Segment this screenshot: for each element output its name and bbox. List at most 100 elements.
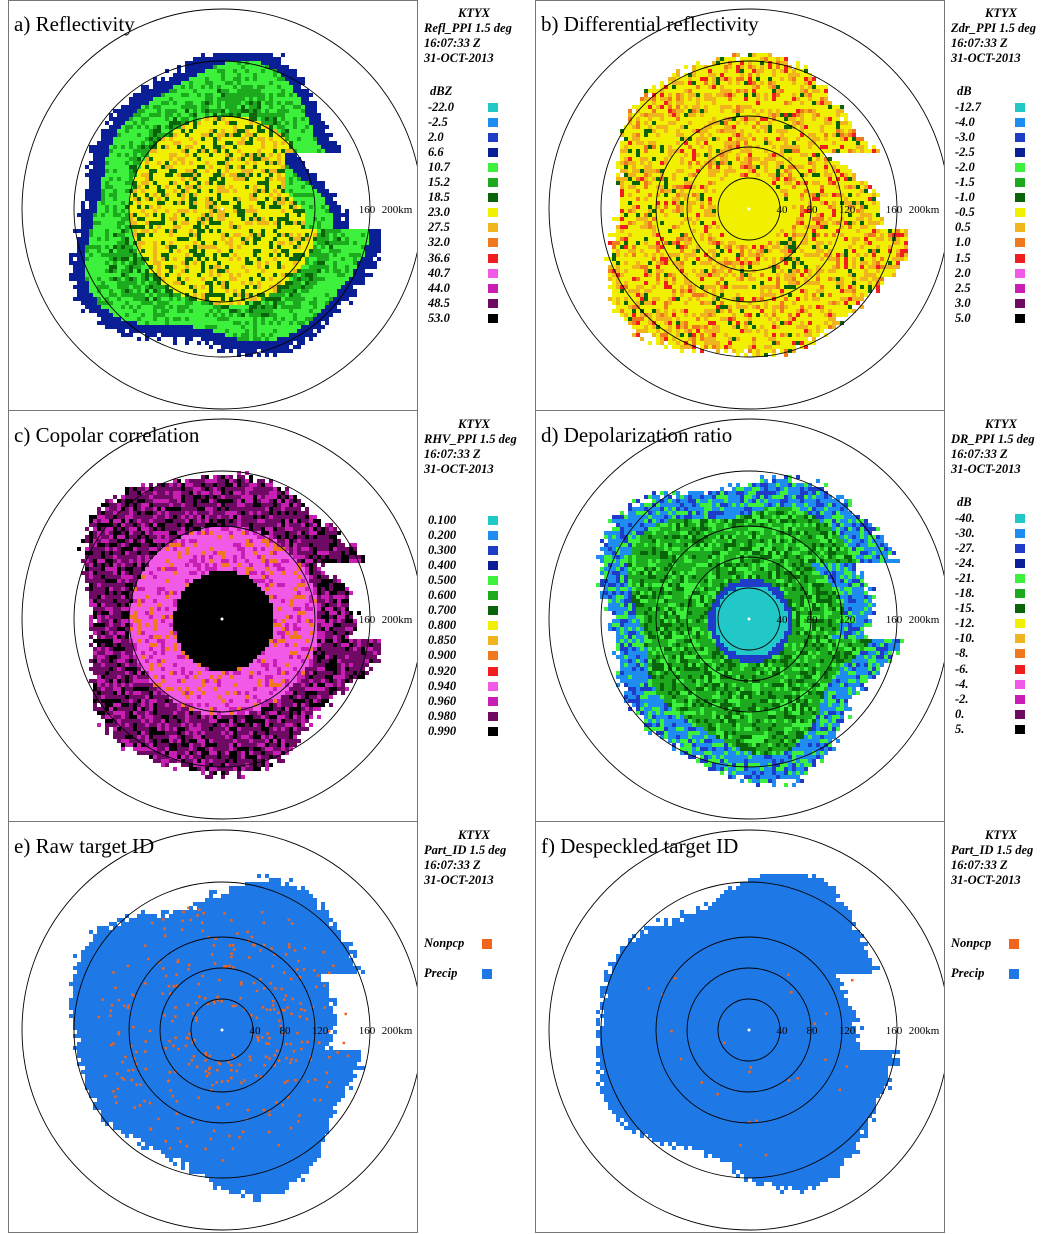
- category-swatch: [1009, 969, 1019, 979]
- legend-row: -8.: [955, 646, 1051, 660]
- range-ring-label: 200km: [382, 1025, 413, 1037]
- legend-row: 0.800: [428, 618, 524, 632]
- radar-site-marker: [747, 207, 751, 211]
- legend-swatch: [488, 208, 498, 218]
- legend-level: 15.2: [428, 175, 480, 190]
- legend-row: 2.0: [428, 130, 524, 144]
- range-ring: [686, 146, 812, 272]
- ppi-plot-frame: 160 200km: [8, 411, 418, 822]
- legend-row: 32.0: [428, 235, 524, 249]
- legend-level: -22.0: [428, 100, 480, 115]
- range-ring-label: 120: [839, 614, 856, 626]
- legend-level: 0.300: [428, 543, 480, 558]
- panel-c: 160 200km c) Copolar correlation KTYX RHV_PP…: [0, 411, 527, 822]
- range-ring-label: 40: [250, 1025, 262, 1037]
- legend-level: -40.: [955, 511, 1007, 526]
- range-ring: [655, 936, 843, 1124]
- legend-level: 0.700: [428, 603, 480, 618]
- legend-swatch: [1015, 283, 1025, 293]
- scan-date: 31-OCT-2013: [951, 51, 1054, 66]
- range-ring: [548, 8, 944, 410]
- legend-swatch: [488, 726, 498, 736]
- legend-level: 1.0: [955, 235, 1007, 250]
- legend-row: -10.: [955, 631, 1051, 645]
- scan-metadata: KTYX Zdr_PPI 1.5 deg 16:07:33 Z 31-OCT-2013: [951, 6, 1054, 66]
- category-legend-row: Nonpcp: [951, 936, 1051, 952]
- legend-swatch: [488, 133, 498, 143]
- category-label: Nonpcp: [951, 936, 991, 951]
- range-ring-label: 80: [807, 614, 819, 626]
- ppi-plot: 160 200km: [21, 418, 417, 820]
- legend-row: -22.0: [428, 100, 524, 114]
- scan-time: 16:07:33 Z: [951, 36, 1054, 51]
- legend-swatch: [488, 223, 498, 233]
- legend-row: -4.0: [955, 115, 1051, 129]
- legend-swatch: [1015, 208, 1025, 218]
- range-ring-label: 120: [839, 204, 856, 216]
- radar-site-marker: [747, 1028, 751, 1032]
- legend-row: 40.7: [428, 266, 524, 280]
- legend-level: 0.500: [428, 573, 480, 588]
- scan-metadata: KTYX Part_ID 1.5 deg 16:07:33 Z 31-OCT-2013: [951, 828, 1054, 888]
- range-ring: [600, 881, 898, 1179]
- echo-field: [596, 475, 904, 787]
- legend-row: 0.600: [428, 588, 524, 602]
- legend-swatch: [488, 711, 498, 721]
- range-ring: [21, 8, 417, 410]
- ppi-plot-frame: 40 80 120 160 200km: [535, 822, 945, 1233]
- legend-swatch: [1015, 223, 1025, 233]
- nonprecip-speckles: [647, 973, 854, 1157]
- legend-row: 1.5: [955, 251, 1051, 265]
- legend-level: 0.850: [428, 633, 480, 648]
- legend-row: 0.850: [428, 633, 524, 647]
- nonprecip-speckles: [97, 906, 350, 1162]
- scan-metadata: KTYX Part_ID 1.5 deg 16:07:33 Z 31-OCT-2013: [424, 828, 528, 888]
- legend-level: 36.6: [428, 251, 480, 266]
- panel-title: a) Reflectivity: [14, 12, 135, 37]
- legend-level: 2.5: [955, 281, 1007, 296]
- scan-date: 31-OCT-2013: [424, 51, 528, 66]
- category-legend-row: Precip: [424, 966, 524, 982]
- range-ring-label: 160: [886, 1025, 903, 1037]
- legend-row: 0.400: [428, 558, 524, 572]
- range-ring-label: 200km: [909, 614, 940, 626]
- legend-level: 44.0: [428, 281, 480, 296]
- legend-swatch: [1015, 103, 1025, 112]
- legend-unit: dB: [957, 495, 972, 510]
- legend-level: 0.200: [428, 528, 480, 543]
- range-ring: [73, 470, 371, 768]
- range-ring: [128, 115, 316, 303]
- legend-swatch: [1015, 148, 1025, 158]
- legend-level: 0.990: [428, 724, 480, 739]
- product-name: Zdr_PPI 1.5 deg: [951, 21, 1054, 36]
- legend-row: -0.5: [955, 205, 1051, 219]
- station-id: KTYX: [424, 417, 528, 432]
- legend-level: -3.0: [955, 130, 1007, 145]
- category-legend-row: Nonpcp: [424, 936, 524, 952]
- legend-row: -4.: [955, 677, 1051, 691]
- panel-f: 40 80 120 160 200km f) Despeckled target ID KT…: [527, 822, 1054, 1233]
- legend-level: 5.: [955, 722, 1007, 737]
- legend-row: -24.: [955, 556, 1051, 570]
- legend-row: 0.900: [428, 648, 524, 662]
- range-ring: [21, 418, 417, 820]
- legend-level: 18.5: [428, 190, 480, 205]
- range-ring: [548, 829, 944, 1231]
- scan-time: 16:07:33 Z: [951, 858, 1054, 873]
- range-ring-label: 120: [839, 1025, 856, 1037]
- legend-swatch: [488, 696, 498, 706]
- legend-swatch: [1015, 133, 1025, 143]
- legend-level: 0.940: [428, 679, 480, 694]
- legend-swatch: [1015, 679, 1025, 689]
- legend-swatch: [488, 531, 498, 541]
- legend-swatch: [1015, 193, 1025, 203]
- legend-row: 1.0: [955, 235, 1051, 249]
- legend-swatch: [488, 118, 498, 128]
- legend-level: 0.900: [428, 648, 480, 663]
- radar-site-marker: [220, 207, 224, 211]
- scan-date: 31-OCT-2013: [951, 873, 1054, 888]
- range-ring-label: 80: [280, 1025, 292, 1037]
- scan-time: 16:07:33 Z: [951, 447, 1054, 462]
- legend-swatch: [1015, 589, 1025, 599]
- category-label: Nonpcp: [424, 936, 464, 951]
